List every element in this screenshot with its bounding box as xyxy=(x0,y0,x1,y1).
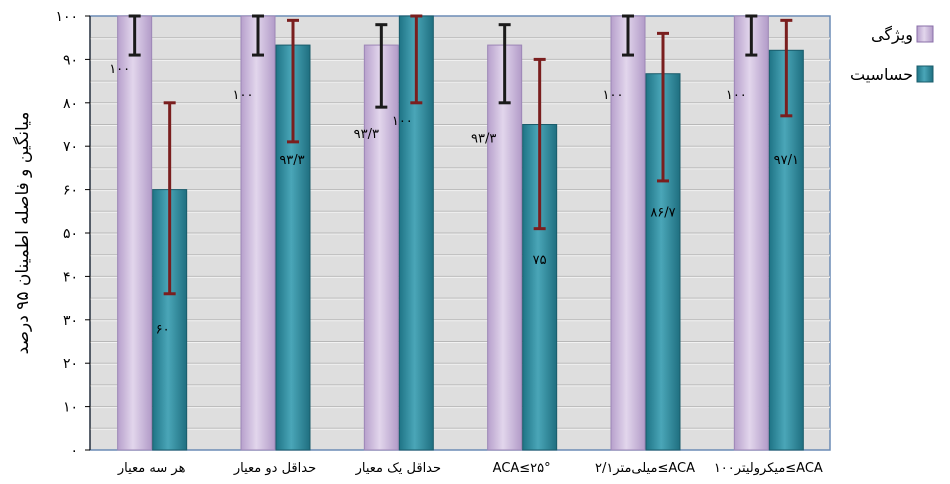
legend-swatch-sensitivity xyxy=(916,65,934,83)
legend-swatch-specificity xyxy=(916,25,934,43)
data-label: ۱۰۰ xyxy=(233,88,254,103)
data-label: ۹۳/۳ xyxy=(471,132,496,147)
y-tick-label: ۱۰ xyxy=(63,400,78,416)
category-label: حداقل دو معیار xyxy=(233,461,316,476)
y-tick-label: ۹۰ xyxy=(63,52,78,68)
y-tick-label: ۳۰ xyxy=(63,313,78,329)
y-tick-label: ۸۰ xyxy=(63,96,78,112)
legend-item-sensitivity: حساسیت xyxy=(850,65,934,84)
y-tick-label: ۴۰ xyxy=(63,269,78,285)
category-label: ۱۰۰میکرولیتر≤ACA xyxy=(714,461,823,476)
legend-label-sensitivity: حساسیت xyxy=(850,65,913,84)
data-label: ۱۰۰ xyxy=(392,114,413,129)
bar xyxy=(733,15,769,451)
bars xyxy=(117,15,804,451)
category-label: ACA≤۲۵° xyxy=(493,461,551,476)
data-label: ۹۳/۳ xyxy=(279,153,304,168)
category-label: ۲/۱میلی‌متر≤ACA xyxy=(595,461,695,476)
y-tick-label: ۷۰ xyxy=(63,139,78,155)
x-axis-categories: هر سه معیار حداقل دو معیار حداقل یک معیار A… xyxy=(117,461,823,476)
legend-label-specificity: ویژگی xyxy=(871,25,913,45)
bar xyxy=(240,15,276,451)
gridlines xyxy=(90,37,830,430)
bar xyxy=(487,44,523,451)
data-label: ۹۷/۱ xyxy=(774,153,799,168)
bar xyxy=(117,15,153,451)
data-label: ۹۳/۳ xyxy=(354,127,379,142)
data-labels: ۱۰۰ ۶۰ ۱۰۰ ۹۳/۳ ۹۳/۳ ۱۰۰ ۹۳/۳ ۷۵ ۱۰۰ ۸۶/۷ ۱۰۰ ۹۷/۱ xyxy=(109,62,799,337)
y-axis-title: میانگین و فاصله اطمینان ۹۵ درصد xyxy=(12,112,33,355)
data-label: ۷۵ xyxy=(533,253,547,268)
y-tick-label: ۲۰ xyxy=(63,356,78,372)
category-label: هر سه معیار xyxy=(117,461,186,476)
legend: ویژگی حساسیت xyxy=(850,25,934,84)
error-bars xyxy=(128,14,793,296)
data-label: ۸۶/۷ xyxy=(650,205,675,220)
legend-item-specificity: ویژگی xyxy=(871,25,934,45)
y-tick-label: ۱۰۰ xyxy=(55,9,78,25)
category-label: حداقل یک معیار xyxy=(355,461,441,476)
bar xyxy=(363,44,399,451)
data-label: ۶۰ xyxy=(156,322,170,337)
y-tick-label: ۰ xyxy=(70,443,78,459)
bar xyxy=(610,15,646,451)
y-axis-ticks: ۰ ۱۰ ۲۰ ۳۰ ۴۰ ۵۰ ۶۰ ۷۰ ۸۰ ۹۰ ۱۰۰ xyxy=(55,9,90,459)
y-tick-label: ۵۰ xyxy=(63,226,78,242)
y-tick-label: ۶۰ xyxy=(63,183,78,199)
data-label: ۱۰۰ xyxy=(603,88,624,103)
data-label: ۱۰۰ xyxy=(109,62,130,77)
data-label: ۱۰۰ xyxy=(726,88,747,103)
